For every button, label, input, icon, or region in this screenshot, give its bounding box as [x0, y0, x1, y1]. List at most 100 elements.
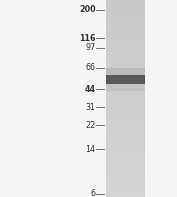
Bar [106, 191, 145, 192]
Bar [106, 75, 145, 76]
Bar [106, 137, 145, 138]
Bar [106, 10, 145, 11]
Bar [106, 34, 145, 35]
Bar [106, 61, 145, 62]
Bar [106, 0, 145, 197]
Bar [106, 124, 145, 125]
Bar [106, 49, 145, 50]
Bar [106, 54, 145, 55]
Bar [106, 55, 145, 56]
Bar [106, 79, 145, 80]
Bar [106, 62, 145, 63]
Bar [106, 126, 145, 127]
Bar [106, 175, 145, 176]
Bar [106, 23, 145, 24]
Bar [106, 78, 145, 79]
Bar [106, 163, 145, 164]
Bar [106, 149, 145, 150]
Bar [106, 135, 145, 136]
Bar [106, 113, 145, 114]
Bar [106, 154, 145, 155]
Bar [106, 145, 145, 146]
Text: 97: 97 [85, 43, 96, 52]
Bar [106, 152, 145, 153]
Bar [106, 99, 145, 100]
Bar [106, 53, 145, 54]
Bar [106, 160, 145, 161]
Bar [106, 30, 145, 31]
Bar [106, 93, 145, 94]
Bar [106, 82, 145, 83]
Bar [106, 29, 145, 30]
Bar [106, 1, 145, 2]
Bar [106, 16, 145, 17]
Bar [106, 9, 145, 10]
Bar [106, 27, 145, 28]
Bar [106, 123, 145, 124]
Bar [106, 74, 145, 75]
Bar [106, 0, 145, 1]
Bar [106, 68, 145, 75]
Bar [106, 84, 145, 85]
Bar [106, 120, 145, 121]
Bar [106, 167, 145, 168]
Bar [106, 116, 145, 117]
Bar [106, 196, 145, 197]
Bar [106, 181, 145, 182]
Bar [106, 25, 145, 26]
Bar [106, 130, 145, 131]
Bar [106, 76, 145, 77]
Bar [106, 166, 145, 167]
Bar [106, 36, 145, 37]
Bar [106, 100, 145, 101]
Bar [106, 183, 145, 184]
Bar [106, 174, 145, 175]
Bar [106, 41, 145, 42]
Bar [106, 31, 145, 32]
Bar [106, 158, 145, 159]
Bar [106, 147, 145, 148]
Bar [106, 47, 145, 48]
Bar [106, 173, 145, 174]
Bar [106, 103, 145, 104]
Bar [106, 40, 145, 41]
Bar [106, 63, 145, 64]
Bar [106, 180, 145, 181]
Text: 200: 200 [79, 5, 96, 14]
Bar [106, 138, 145, 139]
Bar [106, 179, 145, 180]
Bar [106, 83, 145, 84]
Bar [106, 188, 145, 189]
Bar [106, 50, 145, 51]
Bar [106, 105, 145, 106]
Bar [106, 7, 145, 8]
Bar [106, 182, 145, 183]
Bar [106, 148, 145, 149]
Bar [106, 102, 145, 103]
Bar [106, 5, 145, 6]
Bar [106, 165, 145, 166]
Bar [106, 111, 145, 112]
Bar [106, 3, 145, 4]
Bar [106, 75, 145, 84]
Bar [106, 38, 145, 39]
Bar [106, 65, 145, 66]
Bar [106, 11, 145, 12]
Bar [106, 24, 145, 25]
Bar [106, 71, 145, 72]
Bar [106, 129, 145, 130]
Bar [106, 42, 145, 43]
Bar [106, 141, 145, 142]
Bar [106, 128, 145, 129]
Bar [106, 162, 145, 163]
Bar [106, 73, 145, 74]
Bar [106, 39, 145, 40]
Bar [106, 142, 145, 143]
Bar [106, 98, 145, 99]
Text: 44: 44 [85, 85, 96, 94]
Bar [106, 21, 145, 22]
Bar [106, 168, 145, 169]
Bar [106, 13, 145, 14]
Bar [106, 94, 145, 95]
Bar [106, 122, 145, 123]
